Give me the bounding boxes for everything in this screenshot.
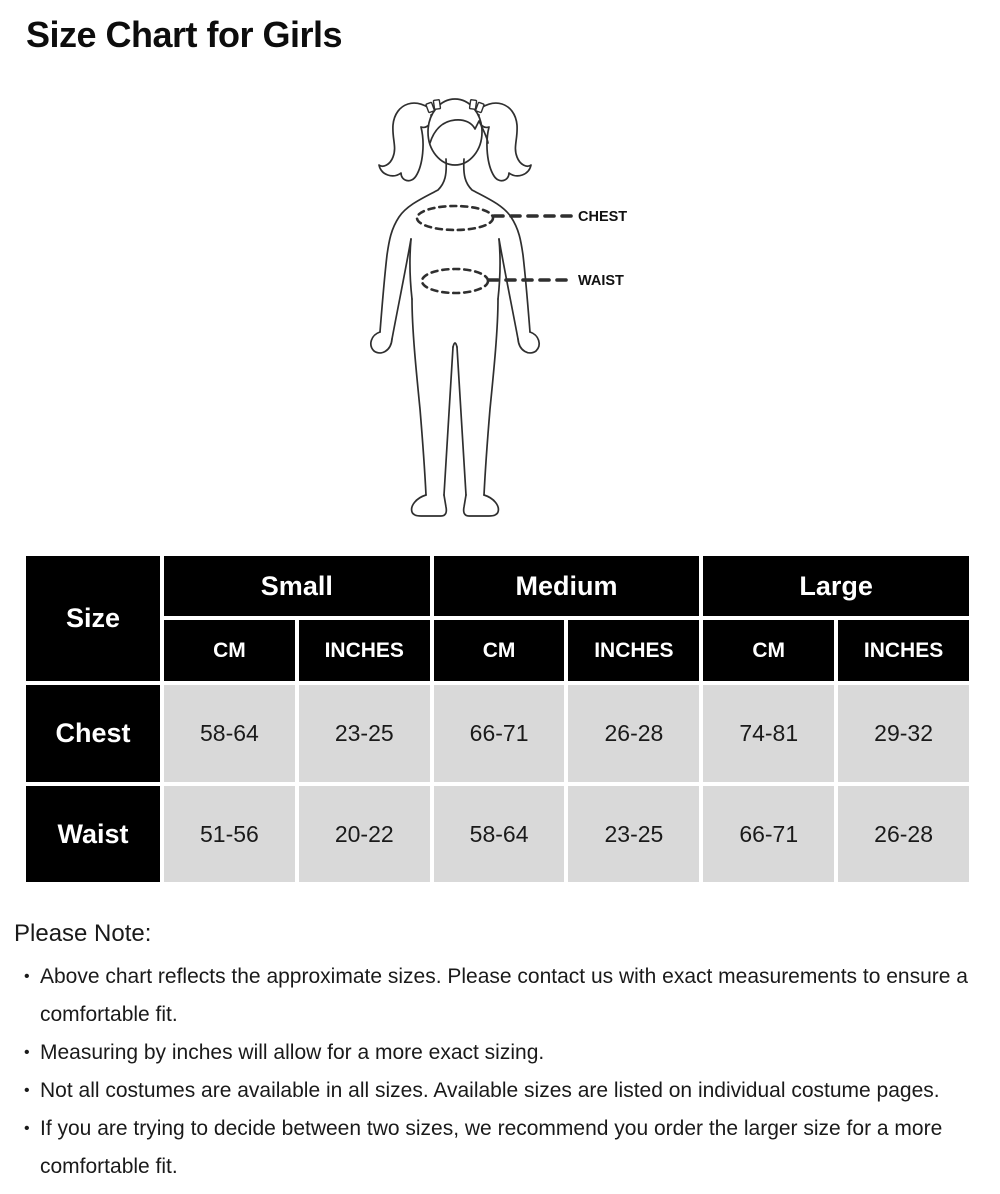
chest-medium-inches: 26-28	[568, 685, 700, 782]
right-foot	[462, 494, 500, 517]
waist-medium-cm: 58-64	[433, 786, 565, 882]
right-inner-leg	[456, 346, 467, 496]
row-label-waist: Waist	[26, 786, 160, 882]
right-hand	[517, 331, 540, 354]
waist-medium-inches: 23-25	[568, 786, 700, 882]
note-text: If you are trying to decide between two …	[40, 1117, 943, 1178]
table-header-large: Large	[703, 556, 969, 616]
unit-header-small-cm: CM	[164, 620, 295, 681]
left-hand	[370, 331, 393, 354]
unit-header-small-inches: INCHES	[298, 620, 430, 681]
notes-section: Please Note: • Above chart reflects the …	[14, 920, 979, 1186]
chest-large-inches: 29-32	[838, 685, 969, 782]
waist-large-inches: 26-28	[838, 786, 969, 882]
note-item-order-larger: • If you are trying to decide between tw…	[14, 1110, 979, 1186]
right-pigtail-icon	[474, 102, 532, 182]
table-row-chest: Chest 58-64 23-25 66-71 26-28 74-81 29-3…	[26, 685, 969, 782]
waist-label: WAIST	[578, 273, 624, 289]
note-text: Not all costumes are available in all si…	[40, 1079, 940, 1102]
notes-list: • Above chart reflects the approximate s…	[14, 958, 979, 1186]
waist-large-cm: 66-71	[703, 786, 835, 882]
page-title: Size Chart for Girls	[26, 14, 343, 55]
note-text: Measuring by inches will allow for a mor…	[40, 1041, 545, 1064]
chest-medium-cm: 66-71	[433, 685, 565, 782]
hair-fringe	[429, 119, 489, 144]
unit-header-large-cm: CM	[703, 620, 835, 681]
body-right-side	[462, 158, 531, 333]
note-item-approximate-sizes: • Above chart reflects the approximate s…	[14, 958, 979, 1034]
waist-small-cm: 51-56	[164, 786, 295, 882]
bullet-icon: •	[24, 1082, 30, 1099]
waist-small-inches: 20-22	[298, 786, 430, 882]
bullet-icon: •	[24, 968, 30, 985]
right-torso-side	[497, 238, 501, 300]
bullet-icon: •	[24, 1044, 30, 1061]
note-text: Above chart reflects the approximate siz…	[40, 965, 968, 1026]
left-outer-leg	[411, 298, 427, 496]
right-outer-leg	[483, 298, 499, 496]
chest-small-cm: 58-64	[164, 685, 295, 782]
chest-large-cm: 74-81	[703, 685, 835, 782]
waist-measure-ellipse	[420, 267, 490, 295]
girl-figure-illustration: CHEST WAIST	[370, 98, 627, 517]
table-corner-size: Size	[26, 556, 160, 681]
note-item-availability: • Not all costumes are available in all …	[14, 1072, 979, 1110]
left-foot	[410, 494, 448, 517]
note-item-measure-inches: • Measuring by inches will allow for a m…	[14, 1034, 979, 1072]
table-row-waist: Waist 51-56 20-22 58-64 23-25 66-71 26-2…	[26, 786, 969, 882]
left-torso-side	[409, 238, 413, 300]
hair-tie-icons	[425, 99, 485, 114]
row-label-chest: Chest	[26, 685, 160, 782]
notes-heading: Please Note:	[14, 920, 152, 947]
head-outline	[427, 98, 483, 166]
crotch-line	[452, 342, 458, 348]
table-header-small: Small	[164, 556, 430, 616]
chest-label: CHEST	[578, 209, 627, 225]
girl-measurement-figure: CHEST WAIST	[355, 85, 655, 525]
left-inner-leg	[443, 346, 454, 496]
chest-measure-ellipse	[415, 204, 495, 232]
right-inner-arm	[498, 238, 519, 340]
chest-small-inches: 23-25	[298, 685, 430, 782]
unit-header-large-inches: INCHES	[838, 620, 969, 681]
table-header-medium: Medium	[433, 556, 700, 616]
left-pigtail-icon	[378, 102, 436, 182]
body-left-side	[379, 158, 448, 333]
bullet-icon: •	[24, 1120, 30, 1137]
unit-header-medium-inches: INCHES	[568, 620, 700, 681]
unit-header-medium-cm: CM	[433, 620, 565, 681]
left-inner-arm	[391, 238, 412, 340]
size-chart-table: Size Small Medium Large CM INCHES CM INC…	[22, 552, 973, 886]
